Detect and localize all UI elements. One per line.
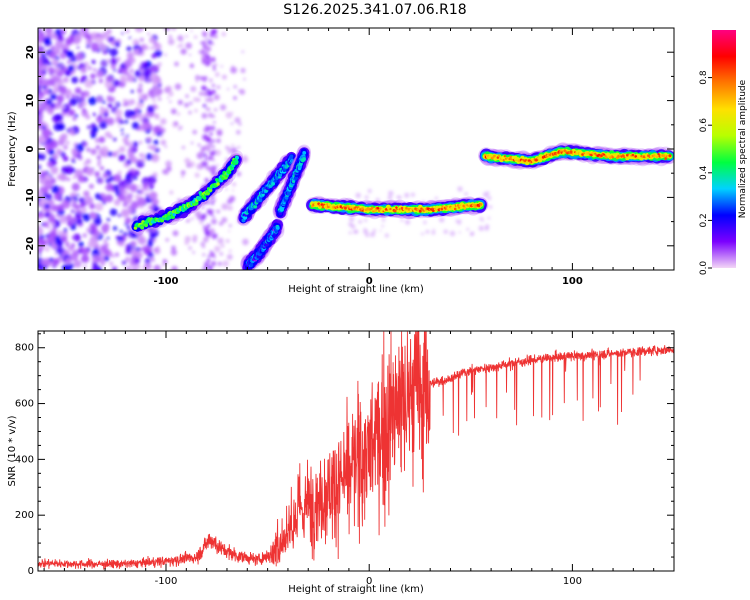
snr-xlabel: Height of straight line (km) <box>288 584 424 595</box>
spectrogram-heatmap <box>38 28 674 270</box>
spectrogram-xtick-label: 0 <box>366 276 373 287</box>
snr-xtick-label: 100 <box>563 576 582 587</box>
spectrogram-xtick-label: 100 <box>562 276 583 287</box>
colorbar-ticks: 0.0 0.2 0.4 0.6 0.8 <box>699 70 712 275</box>
spectrogram-ytick-label: 20 <box>25 45 36 59</box>
spectrogram-xlabel: Height of straight line (km) <box>288 284 424 295</box>
colorbar-tick-label: 0.0 <box>699 261 709 276</box>
spectrogram-track-4 <box>305 195 489 220</box>
snr-ytick-label: 400 <box>15 454 34 465</box>
snr-ylabel: SNR (10 * v/v) <box>7 415 18 486</box>
snr-xtick-label: 0 <box>366 576 372 587</box>
spectrogram-ytick-label: -20 <box>25 237 36 255</box>
snr-series <box>38 331 674 571</box>
colorbar-tick-label: 0.4 <box>699 165 709 180</box>
spectrogram-track-5 <box>478 142 674 170</box>
snr-panel: -100 0 100 0 200 400 600 800 Height of straight… <box>7 330 675 595</box>
spectrogram-ytick-label: 0 <box>25 145 36 152</box>
snr-frame <box>37 330 675 572</box>
spectrogram-xtick-label: -100 <box>153 276 178 287</box>
spectrogram-track-2 <box>236 151 299 227</box>
spectrogram-track-0 <box>129 150 244 236</box>
colorbar-gradient <box>712 30 736 268</box>
colorbar-tick-label: 0.8 <box>699 70 709 85</box>
colorbar-tick-label: 0.2 <box>699 213 709 227</box>
snr-ytick-label: 800 <box>15 343 34 354</box>
colorbar-tick-label: 0.6 <box>699 118 709 133</box>
snr-xtick-label: -100 <box>155 576 178 587</box>
snr-line <box>38 331 674 571</box>
spectrogram-ytick-label: -10 <box>25 188 36 206</box>
snr-ytick-label: 200 <box>15 510 34 521</box>
colorbar-label: Normalized spectral amplitude <box>738 79 748 218</box>
snr-ytick-label: 600 <box>15 399 34 410</box>
spectrogram-ytick-label: 10 <box>25 94 36 108</box>
snr-plot-area <box>38 331 674 571</box>
snr-ytick-label: 0 <box>28 566 34 577</box>
spectrogram-track-3 <box>272 144 311 221</box>
spectrogram-track-1 <box>240 218 285 270</box>
snr-ticks: -100 0 100 0 200 400 600 800 <box>15 331 675 587</box>
figure-title: S126.2025.341.07.06.R18 <box>283 2 466 18</box>
colorbar: 0.0 0.2 0.4 0.6 0.8 Normalized spectral ampl… <box>699 30 748 275</box>
spectrogram-ylabel: Frequency (Hz) <box>7 111 18 187</box>
